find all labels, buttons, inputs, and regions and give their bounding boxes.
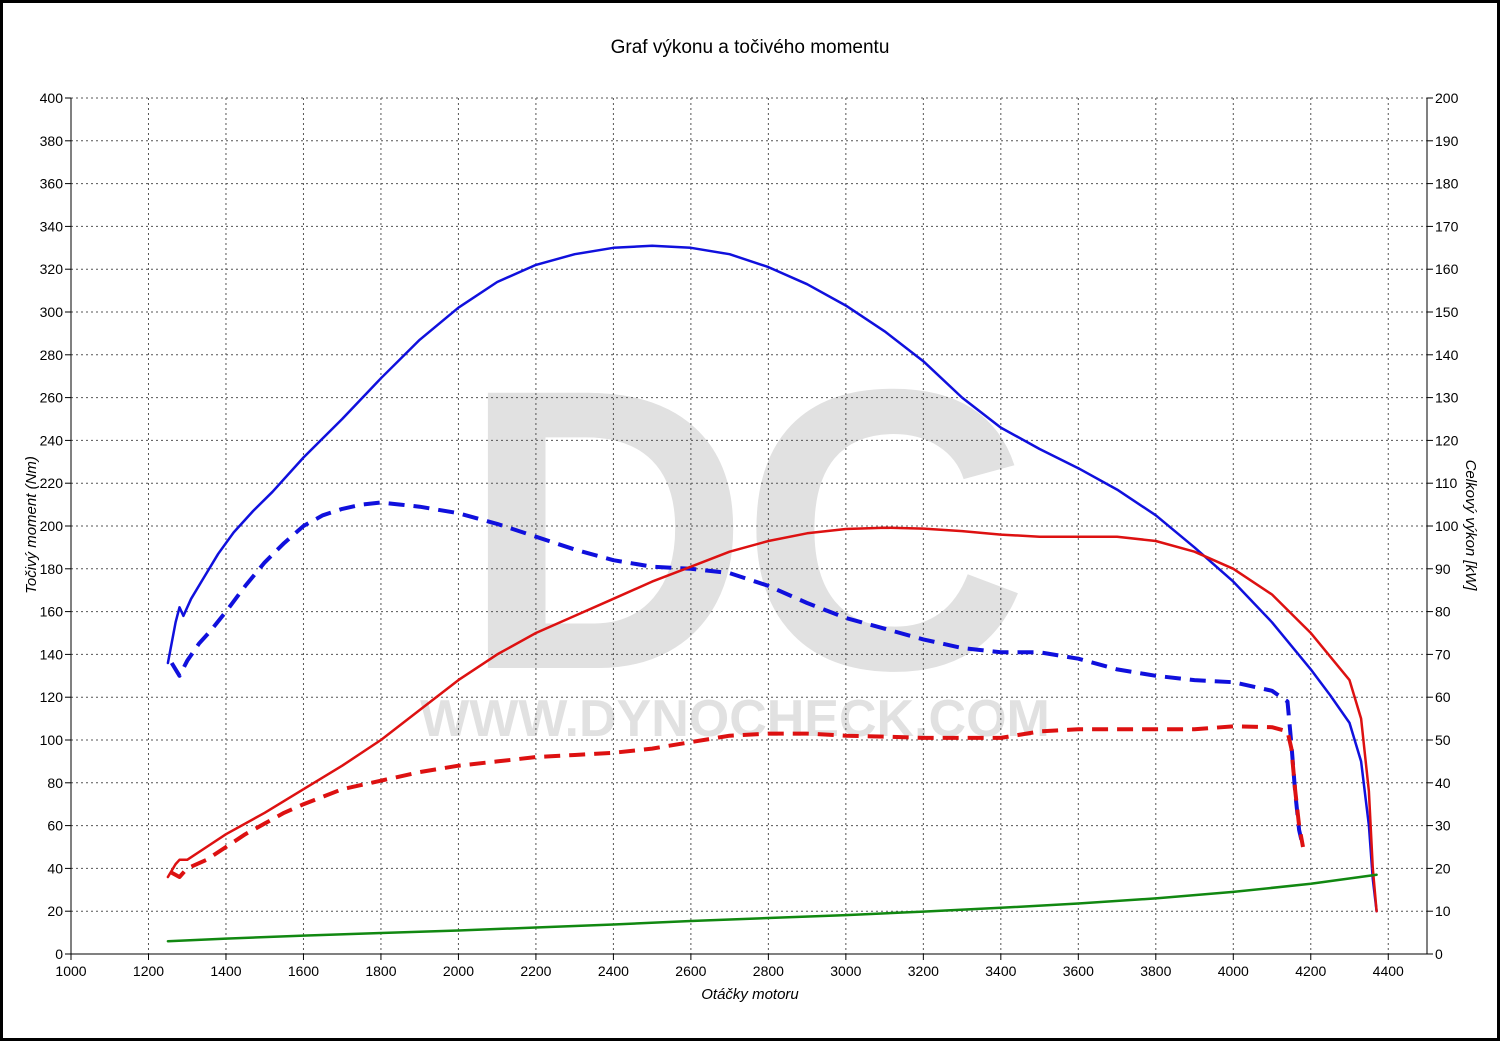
x-tick-label: 3000 xyxy=(830,963,861,979)
left-tick-label: 340 xyxy=(40,218,64,234)
left-tick-label: 320 xyxy=(40,261,64,277)
right-tick-label: 200 xyxy=(1435,90,1459,106)
left-tick-label: 60 xyxy=(47,818,63,834)
right-tick-label: 180 xyxy=(1435,176,1459,192)
x-tick-label: 3200 xyxy=(908,963,939,979)
right-tick-label: 120 xyxy=(1435,432,1459,448)
right-tick-label: 20 xyxy=(1435,860,1451,876)
left-tick-label: 180 xyxy=(40,561,64,577)
right-tick-label: 130 xyxy=(1435,390,1459,406)
right-tick-label: 100 xyxy=(1435,518,1459,534)
chart-title: Graf výkonu a točivého momentu xyxy=(611,37,890,58)
right-tick-label: 160 xyxy=(1435,261,1459,277)
right-tick-label: 140 xyxy=(1435,347,1459,363)
series-lines xyxy=(166,244,1378,943)
right-tick-label: 80 xyxy=(1435,604,1451,620)
x-tick-label: 3800 xyxy=(1140,963,1171,979)
x-tick-label: 3600 xyxy=(1063,963,1094,979)
right-tick-label: 40 xyxy=(1435,775,1451,791)
left-tick-label: 20 xyxy=(47,903,63,919)
series-power-tuned xyxy=(166,526,1378,913)
x-tick-label: 3400 xyxy=(985,963,1016,979)
x-axis-ticks: 1000 1200 1400 1600 1800 2000 2200 2400 2600 2800… xyxy=(55,954,1404,979)
right-tick-label: 10 xyxy=(1435,903,1451,919)
x-tick-label: 1200 xyxy=(133,963,164,979)
right-tick-label: 190 xyxy=(1435,133,1459,149)
series-loss xyxy=(166,873,1378,943)
right-tick-label: 110 xyxy=(1435,475,1458,491)
left-tick-label: 100 xyxy=(40,732,64,748)
series-torque-tuned xyxy=(166,244,1378,913)
x-tick-label: 1600 xyxy=(288,963,319,979)
left-tick-label: 40 xyxy=(47,860,63,876)
left-tick-label: 220 xyxy=(40,475,64,491)
left-tick-label: 240 xyxy=(40,432,64,448)
right-tick-label: 60 xyxy=(1435,689,1451,705)
x-tick-label: 1000 xyxy=(55,963,86,979)
grid xyxy=(71,97,1427,954)
left-tick-label: 120 xyxy=(40,689,64,705)
left-tick-label: 80 xyxy=(47,775,63,791)
right-tick-label: 150 xyxy=(1435,304,1459,320)
left-tick-label: 280 xyxy=(40,347,64,363)
left-tick-label: 400 xyxy=(40,90,64,106)
left-tick-label: 140 xyxy=(40,646,64,662)
x-tick-label: 4400 xyxy=(1373,963,1404,979)
x-tick-label: 1400 xyxy=(210,963,241,979)
series-power-stock xyxy=(170,724,1305,879)
right-tick-label: 70 xyxy=(1435,646,1451,662)
right-tick-label: 90 xyxy=(1435,561,1451,577)
right-axis-label: Celkový výkon [kW] xyxy=(1462,460,1479,592)
right-tick-label: 170 xyxy=(1435,218,1459,234)
left-tick-label: 360 xyxy=(40,176,64,192)
right-axis-ticks: 0 10 20 30 40 50 60 70 80 90 100 110 120 130 140 150 160… xyxy=(1427,90,1459,962)
left-axis-ticks: 0 20 40 60 80 100 120 140 160 180 200 220 240 260 280 3… xyxy=(40,90,71,962)
right-tick-label: 50 xyxy=(1435,732,1451,748)
left-tick-label: 260 xyxy=(40,390,64,406)
x-axis-label: Otáčky motoru xyxy=(701,986,799,1003)
left-tick-label: 380 xyxy=(40,133,64,149)
x-tick-label: 2200 xyxy=(520,963,551,979)
left-tick-label: 160 xyxy=(40,604,64,620)
left-tick-label: 200 xyxy=(40,518,64,534)
left-tick-label: 0 xyxy=(55,946,63,962)
left-axis-label: Točivý moment (Nm) xyxy=(23,456,40,594)
right-tick-label: 30 xyxy=(1435,818,1451,834)
series-torque-stock xyxy=(169,500,1305,848)
x-tick-label: 1800 xyxy=(365,963,396,979)
x-tick-label: 2600 xyxy=(675,963,706,979)
right-tick-label: 0 xyxy=(1435,946,1443,962)
x-tick-label: 2000 xyxy=(443,963,474,979)
x-tick-label: 2800 xyxy=(753,963,784,979)
x-tick-label: 4200 xyxy=(1295,963,1326,979)
x-tick-label: 2400 xyxy=(598,963,629,979)
left-tick-label: 300 xyxy=(40,304,64,320)
x-tick-label: 4000 xyxy=(1218,963,1249,979)
